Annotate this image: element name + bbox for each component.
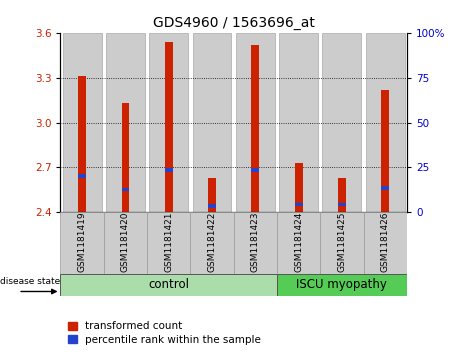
Text: GSM1181423: GSM1181423 [251,212,260,272]
Bar [366,33,405,212]
Bar [338,203,346,206]
Bar [277,274,407,296]
Text: GSM1181421: GSM1181421 [164,212,173,272]
Bar [208,204,216,208]
Bar [165,42,173,212]
Bar [208,178,216,212]
Bar [236,33,275,212]
Bar [165,168,173,172]
Text: GSM1181425: GSM1181425 [338,212,346,272]
Bar [279,33,318,212]
Bar [63,33,101,212]
Text: GSM1181422: GSM1181422 [207,212,217,272]
Text: GSM1181419: GSM1181419 [78,212,86,272]
Bar [149,33,188,212]
Bar [322,33,361,212]
Bar [78,76,86,212]
Text: GSM1181424: GSM1181424 [294,212,303,272]
Bar [121,188,129,191]
Bar [320,212,364,274]
Bar [147,212,190,274]
Bar [277,212,320,274]
Bar [60,212,104,274]
Text: GSM1181426: GSM1181426 [381,212,390,272]
Bar [252,45,259,212]
Bar [381,90,389,212]
Text: control: control [148,278,189,291]
Bar [106,33,145,212]
Text: GSM1181420: GSM1181420 [121,212,130,272]
Bar [364,212,407,274]
Bar [252,168,259,172]
Bar [295,163,303,212]
Bar [381,186,389,190]
Legend: transformed count, percentile rank within the sample: transformed count, percentile rank withi… [66,319,263,347]
Bar [295,203,303,206]
Bar [121,103,129,212]
Bar [193,33,232,212]
Bar [60,274,277,296]
Bar [338,178,346,212]
Text: ISCU myopathy: ISCU myopathy [297,278,387,291]
Bar [190,212,234,274]
Bar [104,212,147,274]
Bar [78,174,86,178]
Text: disease state: disease state [0,277,60,286]
Bar [233,212,277,274]
Title: GDS4960 / 1563696_at: GDS4960 / 1563696_at [153,16,315,30]
